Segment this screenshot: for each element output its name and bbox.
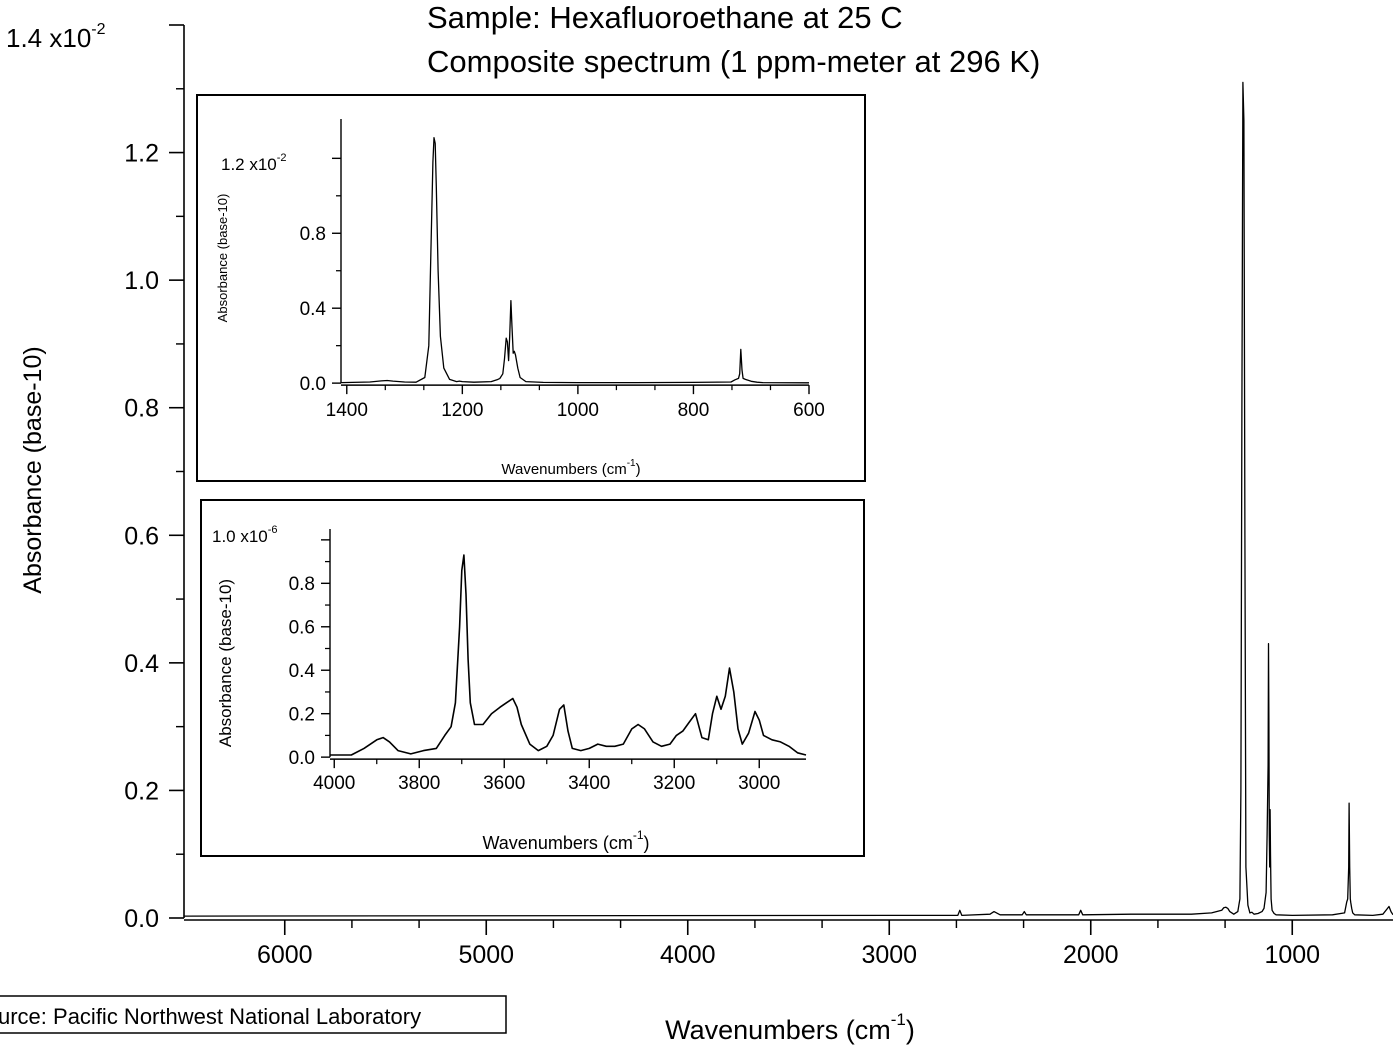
- chart-title-line-2: Composite spectrum (1 ppm-meter at 296 K…: [427, 44, 1040, 79]
- inset-top-spectrum-line: [340, 137, 810, 384]
- main-x-tick-label: 6000: [257, 941, 313, 969]
- inset-top-y-tick-label: 0.8: [300, 224, 326, 245]
- main-y-tick-label: 0.4: [124, 650, 159, 678]
- main-x-tick-label: 1000: [1264, 941, 1320, 969]
- main-y-tick-label: 1.2: [124, 140, 159, 168]
- inset-top-axes: 1400 1200 1000 800 600 0.0 0.4 0.8: [300, 119, 825, 421]
- inset-bottom-x-tick-label: 3400: [568, 773, 610, 794]
- inset-top-x-axis-title: Wavenumbers (cm-1): [501, 458, 640, 478]
- inset-bottom-x-axis-title: Wavenumbers (cm-1): [482, 828, 649, 853]
- main-y-tick-label: 0.6: [124, 522, 159, 550]
- inset-bottom-y-tick-label: 0.2: [289, 705, 315, 726]
- main-x-tick-label: 3000: [861, 941, 917, 969]
- inset-top-y-axis-title: Absorbance (base-10): [215, 194, 230, 323]
- inset-top-x-tick-label: 1200: [441, 400, 483, 421]
- source-note-box: [0, 995, 507, 1034]
- inset-bottom-spectrum-line: [330, 554, 807, 756]
- inset-top-y-tick-label: 0.0: [300, 374, 326, 395]
- inset-top-y-tick-label: 0.4: [300, 299, 327, 320]
- main-y-axis-title: Absorbance (base-10): [19, 346, 47, 593]
- inset-bottom-y-tick-label: 0.0: [289, 748, 315, 769]
- main-y-tick-label: 0.8: [124, 395, 159, 423]
- inset-bottom-y-axis-title: Absorbance (base-10): [216, 579, 235, 747]
- chart-title-line-1: Sample: Hexafluoroethane at 25 C: [427, 0, 903, 35]
- inset-bottom-y-tick-label: 0.4: [289, 661, 316, 682]
- inset-bottom-x-tick-label: 3600: [483, 773, 525, 794]
- main-x-tick-label: 2000: [1063, 941, 1119, 969]
- main-spectrum-line: [183, 81, 1393, 917]
- inset-top-x-tick-label: 1400: [326, 400, 368, 421]
- inset-top-x-tick-label: 1000: [557, 400, 599, 421]
- inset-top-x-tick-label: 600: [793, 400, 825, 421]
- source-note: urce: Pacific Northwest National Laborat…: [0, 1004, 421, 1029]
- inset-bottom-y-multiplier: 1.0 x10-6: [212, 524, 278, 546]
- main-y-tick-label: 0.2: [124, 777, 159, 805]
- inset-bottom-y-tick-label: 0.8: [289, 574, 315, 595]
- inset-bottom-x-tick-label: 3000: [738, 773, 780, 794]
- inset-bottom-x-tick-label: 3800: [398, 773, 440, 794]
- main-x-tick-label: 5000: [458, 941, 514, 969]
- main-axes: 6000 5000 4000 3000 2000 10000.00.20.40.60.81…: [124, 24, 1393, 969]
- inset-top-y-multiplier: 1.2 x10-2: [221, 152, 287, 174]
- main-y-multiplier: 1.4 x10-2: [6, 21, 106, 53]
- inset-top-frame: [196, 94, 866, 482]
- inset-bottom-axes: 4000 3800 3600 3400 3200 3000 0.0 0.2 0.4 0.6 0.8: [289, 529, 806, 794]
- main-x-axis-title: Wavenumbers (cm-1): [665, 1010, 915, 1045]
- main-y-tick-label: 0.0: [124, 905, 159, 933]
- inset-bottom-x-tick-label: 4000: [313, 773, 355, 794]
- inset-bottom-y-tick-label: 0.6: [289, 618, 315, 639]
- inset-top-x-tick-label: 800: [678, 400, 710, 421]
- inset-bottom-x-tick-label: 3200: [653, 773, 695, 794]
- main-y-tick-label: 1.0: [124, 267, 159, 295]
- inset-bottom-frame: [200, 499, 865, 857]
- main-x-tick-label: 4000: [660, 941, 716, 969]
